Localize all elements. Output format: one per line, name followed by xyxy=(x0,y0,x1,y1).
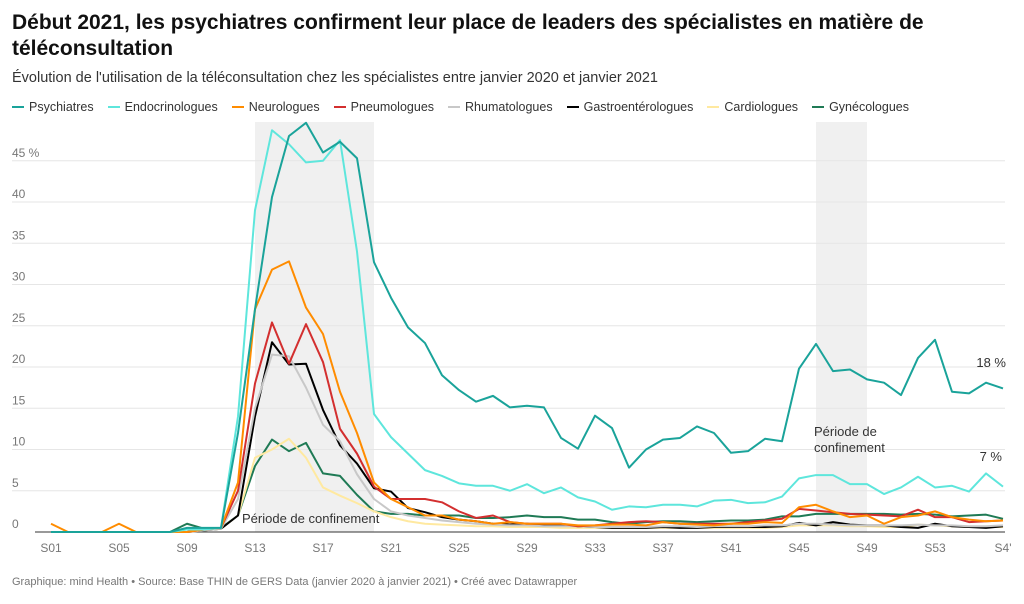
legend-item: Neurologues xyxy=(231,100,320,114)
chart-title: Début 2021, les psychiatres confirment l… xyxy=(12,11,924,60)
end-label-endocrinologues: 7 % xyxy=(980,449,1003,464)
annotation-confinement-1: Période de confinement xyxy=(242,511,380,526)
x-tick-label: S37 xyxy=(652,541,674,555)
y-tick-label: 10 xyxy=(12,435,26,449)
series-line-psychiatres xyxy=(51,121,1004,533)
x-tick-label: S4' xyxy=(995,541,1012,555)
chart-footer: Graphique: mind Health • Source: Base TH… xyxy=(12,576,578,588)
legend-swatch xyxy=(333,106,346,108)
y-tick-label: 15 xyxy=(12,393,26,407)
legend-label: Gastroentérologues xyxy=(583,100,694,114)
x-tick-label: S53 xyxy=(924,541,946,555)
legend-item: Cardiologues xyxy=(707,100,798,114)
legend-swatch xyxy=(448,106,461,108)
legend-item: Pneumologues xyxy=(333,100,435,114)
x-tick-label: S05 xyxy=(108,541,130,555)
legend-item: Rhumatologues xyxy=(448,100,553,114)
legend-swatch xyxy=(812,106,825,108)
legend-swatch xyxy=(566,106,579,108)
legend-swatch xyxy=(12,106,24,108)
y-tick-label: 20 xyxy=(12,352,26,366)
legend-label: Neurologues xyxy=(248,100,320,114)
annotation-confinement-2: confinement xyxy=(814,440,885,455)
legend-label: Rhumatologues xyxy=(465,100,553,114)
legend-label: Psychiatres xyxy=(29,100,94,114)
y-tick-label: 35 xyxy=(12,228,26,242)
chart-subtitle: Évolution de l'utilisation de la télécon… xyxy=(12,70,658,86)
annotation-confinement-2: Période de xyxy=(814,424,877,439)
y-tick-label: 40 xyxy=(12,187,26,201)
y-tick-label: 30 xyxy=(12,270,26,284)
y-tick-label: 45 % xyxy=(12,146,40,160)
x-tick-label: S09 xyxy=(176,541,198,555)
x-tick-label: S25 xyxy=(448,541,470,555)
x-tick-label: S01 xyxy=(40,541,62,555)
legend-swatch xyxy=(107,106,120,108)
legend-item: Endocrinologues xyxy=(107,100,218,114)
x-tick-label: S13 xyxy=(244,541,266,555)
x-tick-label: S41 xyxy=(720,541,742,555)
series-line-endocrinologues xyxy=(51,129,1004,533)
x-tick-label: S45 xyxy=(788,541,810,555)
x-tick-label: S29 xyxy=(516,541,538,555)
legend-swatch xyxy=(707,106,720,108)
x-tick-label: S17 xyxy=(312,541,334,555)
legend: Psychiatres Endocrinologues Neurologues Pne… xyxy=(12,100,909,114)
legend-item: Gynécologues xyxy=(812,100,909,114)
legend-item: Psychiatres xyxy=(12,100,94,114)
legend-label: Endocrinologues xyxy=(124,100,218,114)
legend-label: Cardiologues xyxy=(724,100,799,114)
legend-item: Gastroentérologues xyxy=(566,100,694,114)
x-tick-label: S49 xyxy=(856,541,878,555)
legend-label: Gynécologues xyxy=(829,100,909,114)
legend-swatch xyxy=(231,106,244,108)
shaded-period xyxy=(816,122,867,532)
x-tick-label: S21 xyxy=(380,541,402,555)
y-tick-label: 25 xyxy=(12,311,26,325)
legend-label: Pneumologues xyxy=(350,100,435,114)
x-tick-label: S33 xyxy=(584,541,606,555)
y-tick-label: 5 xyxy=(12,476,19,490)
end-label-psychiatres: 18 % xyxy=(976,355,1006,370)
y-tick-label: 0 xyxy=(12,517,19,531)
